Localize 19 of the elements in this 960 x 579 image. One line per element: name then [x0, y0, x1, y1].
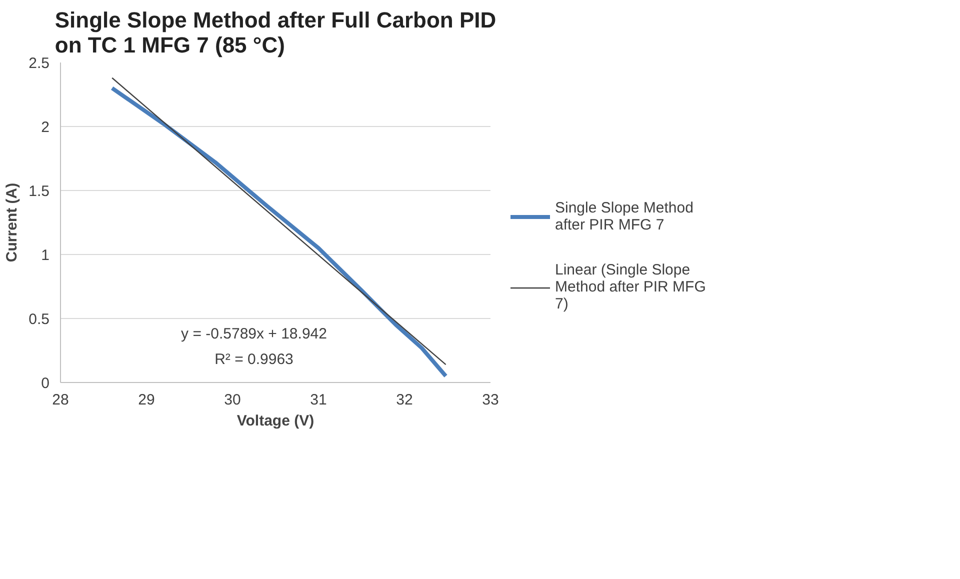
- x-tick-label: 28: [52, 392, 69, 408]
- y-tick-label: 1.5: [28, 183, 50, 200]
- x-tick-label: 29: [138, 392, 155, 408]
- y-tick-label: 2: [41, 119, 50, 136]
- chart-title: Single Slope Method after Full Carbon PID on TC 1 MFG 7 (85 °C): [54, 8, 496, 58]
- annotation: R² = 0.9963: [214, 350, 294, 368]
- y-axis-title: Current (A): [4, 182, 21, 262]
- y-tick-label: 0: [41, 375, 50, 392]
- legend-label: Linear (Single Slope Method after PIR MFG 7): [555, 262, 706, 312]
- y-tick-label: 2.5: [28, 55, 50, 72]
- x-axis-title: Voltage (V): [236, 412, 314, 430]
- legend-label: Single Slope Method after PIR MFG 7: [555, 200, 694, 234]
- x-tick-label: 30: [224, 392, 241, 408]
- x-tick-label: 32: [396, 392, 413, 408]
- y-tick-label: 1: [41, 247, 50, 264]
- x-tick-label: 31: [310, 392, 327, 408]
- y-tick-label: 0.5: [28, 311, 50, 328]
- x-tick-label: 33: [482, 392, 499, 408]
- annotation: y = -0.5789x + 18.942: [181, 325, 327, 342]
